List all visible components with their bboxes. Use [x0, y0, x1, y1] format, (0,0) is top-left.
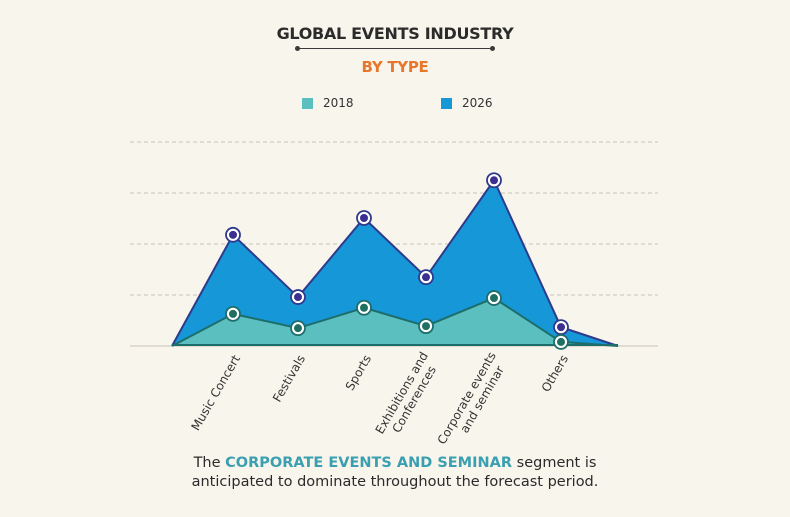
line-2026 [171, 178, 619, 347]
chart-title: GLOBAL EVENTS INDUSTRY [276, 24, 514, 43]
marker-dot-2026-5 [557, 323, 565, 332]
x-tick-label: Festivals [270, 353, 308, 405]
x-tick-label: Corporate eventsand seminar [435, 350, 511, 454]
legend-label-2018: 2018 [323, 96, 354, 110]
area-2026 [172, 180, 618, 346]
line-2018 [171, 296, 619, 347]
x-tick-label: Sports [343, 353, 374, 393]
caption-suffix: segment is [512, 455, 597, 471]
area-2018 [172, 298, 618, 346]
title-divider [295, 46, 495, 51]
caption: The CORPORATE EVENTS AND SEMINAR segment… [0, 454, 790, 492]
x-tick-label: Music Concert [188, 352, 243, 433]
marker-dot-2018-1 [294, 324, 302, 333]
legend-item-2026: 2026 [441, 96, 493, 110]
caption-prefix: The [193, 455, 226, 471]
caption-line2: anticipated to dominate throughout the f… [191, 474, 599, 490]
marker-dot-2026-2 [360, 213, 368, 222]
marker-dot-2018-4 [490, 294, 498, 303]
legend-item-2018: 2018 [302, 96, 354, 110]
caption-highlight: CORPORATE EVENTS AND SEMINAR [225, 455, 513, 471]
marker-dot-2026-4 [490, 176, 498, 185]
marker-dot-2018-0 [229, 309, 237, 318]
x-tick-label: Exhibitions andConferences [373, 350, 443, 444]
legend-swatch-2018 [302, 97, 313, 109]
marker-dot-2026-0 [229, 230, 237, 239]
marker-dot-2026-1 [294, 293, 302, 302]
x-tick-label: Others [539, 353, 571, 395]
legend-label-2026: 2026 [462, 96, 493, 110]
marker-dot-2018-2 [360, 303, 368, 312]
marker-dot-2026-3 [422, 273, 430, 282]
marker-dot-2018-3 [422, 322, 430, 331]
marker-dot-2018-5 [557, 337, 565, 346]
chart-subtitle: BY TYPE [361, 58, 429, 76]
legend-swatch-2026 [441, 97, 452, 109]
